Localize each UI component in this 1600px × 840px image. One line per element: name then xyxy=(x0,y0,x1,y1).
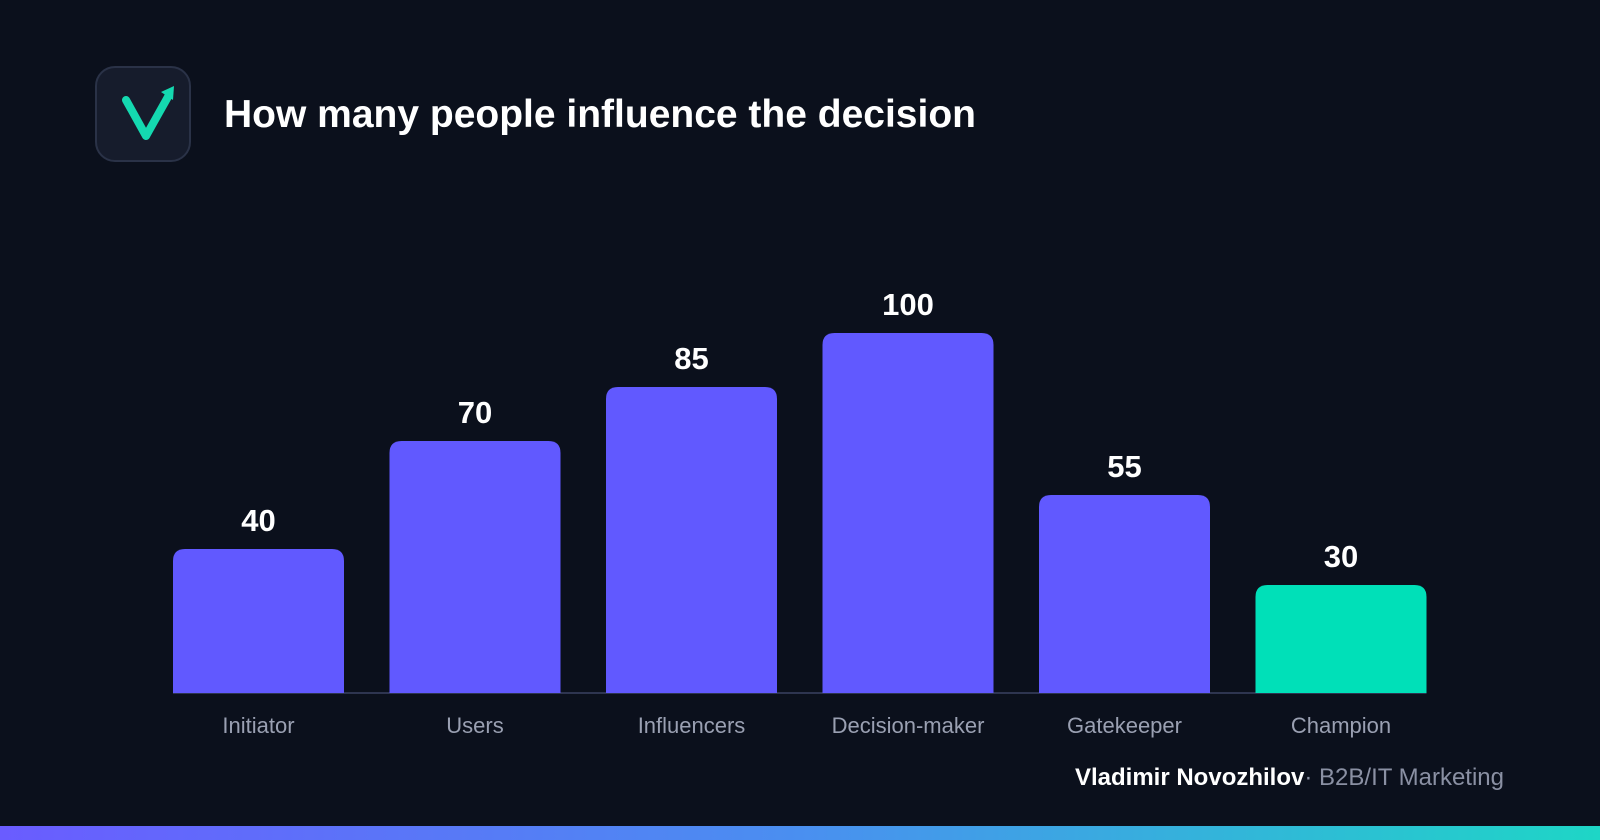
value-label: 55 xyxy=(1107,449,1141,484)
bottom-gradient-bar xyxy=(0,826,1600,840)
category-label: Influencers xyxy=(638,713,746,738)
value-label: 85 xyxy=(674,341,708,376)
bar-gatekeeper xyxy=(1039,495,1210,693)
value-label: 100 xyxy=(882,287,934,322)
author-name: Vladimir Novozhilov xyxy=(1074,764,1305,791)
value-label: 70 xyxy=(458,395,492,430)
bar-users xyxy=(389,441,561,693)
author-role: B2B/IT Marketing xyxy=(1319,764,1504,791)
category-label: Initiator xyxy=(222,713,294,738)
bar-decision-maker xyxy=(822,333,994,693)
logo xyxy=(95,66,191,162)
category-label: Users xyxy=(446,713,503,738)
category-label: Decision-maker xyxy=(832,713,985,738)
checkmark-arrow-icon xyxy=(122,86,174,140)
category-label: Champion xyxy=(1291,713,1391,738)
bar-champion xyxy=(1255,585,1427,693)
page-title: How many people influence the decision xyxy=(224,93,976,136)
credit-separator: · xyxy=(1304,764,1313,791)
value-label: 40 xyxy=(241,503,275,538)
bar-initiator xyxy=(173,549,344,693)
author-credit: Vladimir Novozhilov· B2B/IT Marketing xyxy=(1075,760,1504,796)
category-label: Gatekeeper xyxy=(1067,713,1182,738)
bar-chart: 40 Initiator 70 Users 85 Influencers 100 Decisi… xyxy=(173,287,1427,738)
bar-influencers xyxy=(606,387,777,693)
value-label: 30 xyxy=(1324,539,1358,574)
